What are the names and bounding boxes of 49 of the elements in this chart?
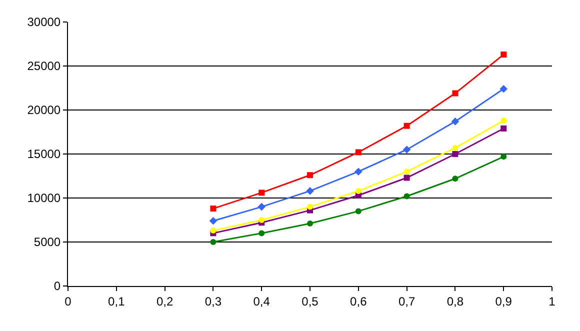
x-tick-label: 0,5 (302, 294, 319, 308)
point (307, 204, 313, 210)
x-tick-label: 0 (64, 294, 72, 308)
point (306, 187, 314, 195)
point (307, 220, 313, 227)
point (500, 118, 507, 124)
y-tick-label: 15000 (27, 147, 61, 162)
point (500, 84, 508, 93)
point (500, 52, 507, 58)
point (354, 168, 362, 176)
point (307, 172, 313, 178)
x-tick-label: 1 (548, 294, 556, 308)
y-tick-label: 5000 (34, 235, 61, 250)
x-tick-label: 0,3 (204, 294, 222, 308)
point (402, 146, 411, 154)
point (258, 202, 266, 211)
point (404, 122, 410, 129)
y-tick-label: 10000 (27, 191, 61, 206)
point (355, 149, 362, 156)
point (209, 216, 218, 225)
point (452, 151, 458, 157)
x-tick-label: 0,8 (446, 294, 464, 308)
x-tick-label: 0,1 (108, 294, 126, 308)
point (355, 208, 362, 214)
x-tick-label: 0,7 (398, 294, 416, 308)
x-tick-label: 0,9 (495, 294, 512, 308)
point (258, 217, 265, 223)
y-tick-label: 25000 (27, 59, 61, 74)
point (210, 239, 216, 245)
point (500, 125, 507, 132)
point (451, 118, 460, 126)
point (452, 176, 458, 182)
point (404, 168, 410, 175)
point (258, 190, 265, 196)
point (500, 154, 507, 160)
point (452, 144, 458, 151)
y-tick-label: 0 (54, 279, 61, 294)
point (258, 230, 265, 236)
point (210, 228, 216, 234)
x-tick-label: 0,4 (253, 294, 270, 308)
point (404, 174, 410, 181)
y-tick-label: 30000 (27, 15, 61, 30)
point (210, 206, 216, 212)
x-tick-label: 0,6 (350, 294, 368, 308)
point (452, 90, 458, 96)
x-tick-label: 0,2 (156, 294, 174, 308)
point (355, 188, 362, 194)
point (404, 193, 410, 200)
y-tick-label: 20000 (27, 103, 61, 118)
